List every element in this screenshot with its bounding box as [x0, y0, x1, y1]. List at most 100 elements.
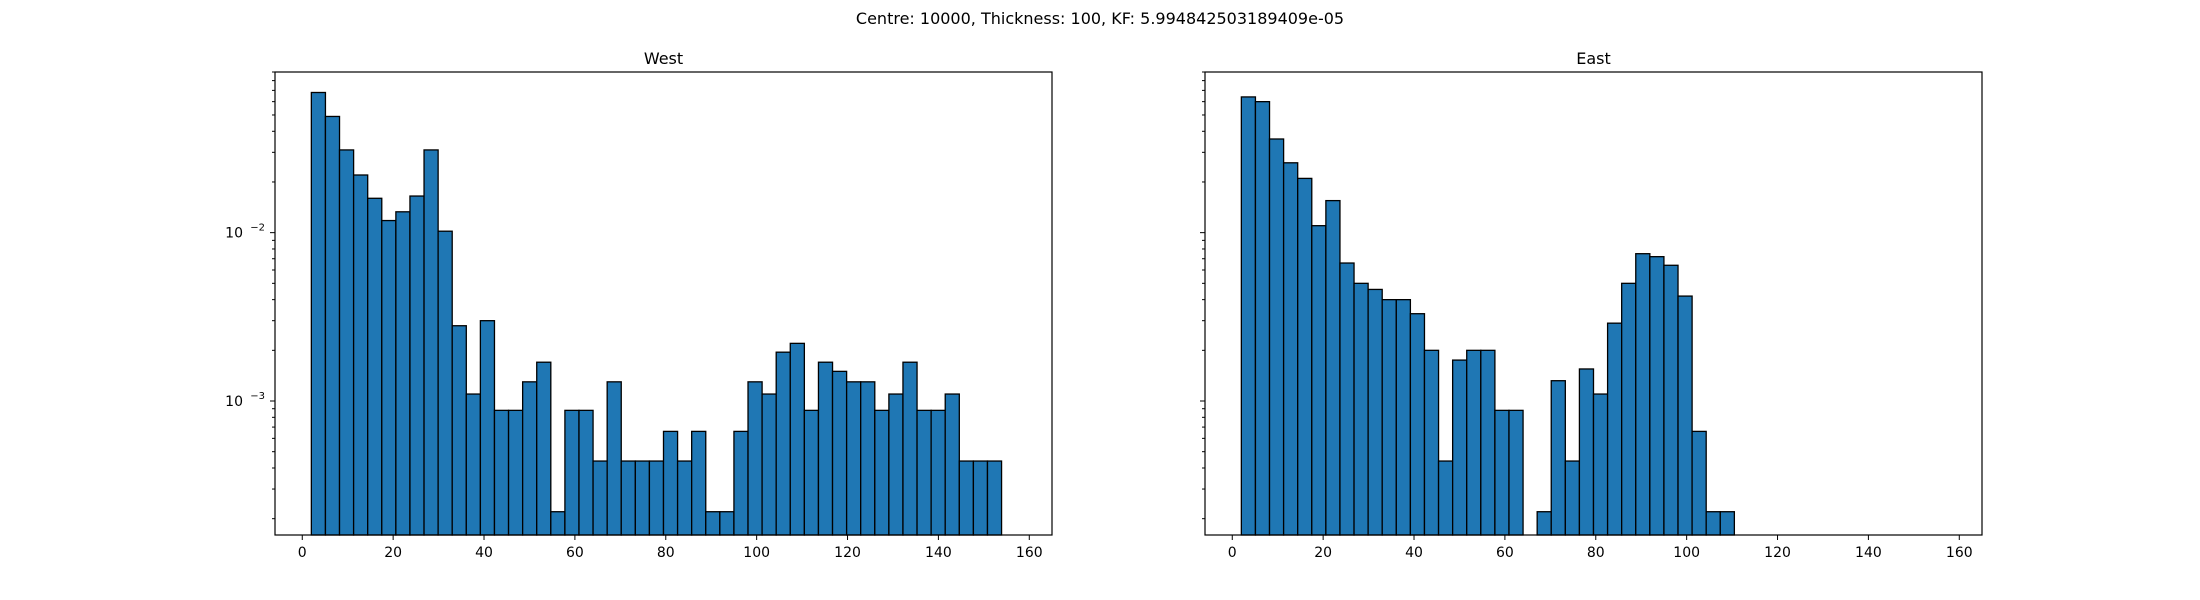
west-bar [662, 430, 679, 536]
east-axes-frame [1204, 71, 1983, 536]
west-bar [986, 460, 1003, 536]
west-y-tick-label: 10 [225, 226, 243, 242]
east-y-axis [1200, 71, 1205, 520]
east-bar [1635, 253, 1651, 536]
west-bar [409, 195, 425, 536]
east-bar [1691, 430, 1707, 536]
east-x-tick-label: 100 [1673, 545, 1700, 561]
east-bar [1466, 349, 1482, 536]
west-bar [521, 381, 538, 536]
east-x-axis: 0 20 40 60 80 100 120 140 160 [1228, 535, 1973, 561]
west-y-axis: 10 −2 10 −3 [225, 71, 275, 520]
east-bar [1437, 460, 1454, 536]
west-y-tick-exponent: −2 [250, 223, 265, 234]
west-bar [958, 460, 975, 536]
east-x-tick-label: 20 [1314, 545, 1332, 561]
east-bar [1353, 282, 1369, 536]
east-bar [1311, 225, 1327, 536]
west-bar [691, 430, 707, 536]
west-bar [620, 460, 636, 536]
west-bar [803, 409, 820, 536]
east-panel-title: East [1576, 49, 1611, 68]
east-bar [1494, 409, 1510, 536]
west-bar [676, 460, 693, 536]
east-bar [1409, 313, 1426, 536]
west-bar [902, 361, 918, 536]
east-x-tick-label: 120 [1764, 545, 1791, 561]
east-x-tick-label: 80 [1587, 545, 1605, 561]
west-x-tick-label: 160 [1016, 545, 1043, 561]
west-x-tick-label: 40 [475, 545, 493, 561]
east-bar [1705, 511, 1721, 536]
west-bar [705, 511, 721, 536]
east-panel: East 0 20 40 60 80 100 120 140 160 [1200, 49, 1983, 561]
east-bar [1240, 96, 1257, 536]
west-bar [719, 511, 735, 536]
west-panel-title: West [644, 49, 683, 68]
east-bar [1677, 295, 1693, 536]
west-bar [648, 460, 665, 536]
east-bars [1240, 96, 1736, 536]
east-bar [1381, 298, 1397, 536]
west-bar [888, 393, 904, 536]
west-bar [507, 409, 524, 536]
west-bar [395, 211, 411, 536]
east-bar [1480, 349, 1496, 536]
east-bar [1564, 460, 1581, 536]
west-axes-frame [274, 71, 1053, 536]
west-bar [817, 361, 834, 536]
west-bar [761, 393, 777, 536]
west-bar [634, 460, 651, 536]
west-bar [972, 460, 989, 536]
west-panel: West 0 20 40 60 80 100 120 140 160 10 −2 10 −3 [225, 49, 1053, 561]
west-x-axis: 0 20 40 60 80 100 120 140 160 [298, 535, 1043, 561]
east-bar [1649, 256, 1665, 536]
west-bar [493, 409, 510, 536]
east-bar [1536, 511, 1552, 536]
east-x-tick-label: 40 [1405, 545, 1423, 561]
west-bar [381, 219, 397, 536]
east-bar [1663, 264, 1679, 536]
east-bar [1325, 199, 1341, 536]
west-y-tick-exponent: −3 [250, 391, 265, 402]
west-x-tick-label: 0 [298, 545, 307, 561]
west-bar [536, 361, 552, 536]
west-bar [324, 115, 341, 536]
west-bar [465, 393, 482, 536]
west-bar [310, 91, 327, 536]
east-x-tick-label: 160 [1946, 545, 1973, 561]
east-bar [1592, 393, 1609, 536]
west-x-tick-label: 140 [925, 545, 952, 561]
east-x-tick-label: 60 [1496, 545, 1514, 561]
west-bar [845, 381, 862, 536]
east-x-tick-label: 0 [1228, 545, 1237, 561]
west-bar [606, 381, 622, 536]
west-x-tick-label: 20 [384, 545, 402, 561]
east-bar [1297, 177, 1313, 536]
east-bar [1606, 322, 1623, 536]
west-bar [338, 149, 355, 536]
west-bar [550, 511, 566, 536]
east-bar [1423, 349, 1440, 536]
east-bar [1719, 511, 1736, 536]
west-y-tick-label: 10 [225, 394, 243, 410]
west-bar [592, 460, 608, 536]
east-bar [1578, 368, 1595, 536]
west-bar [831, 370, 848, 536]
west-bar [423, 149, 439, 536]
west-bar [944, 393, 960, 536]
west-bar [479, 320, 496, 536]
west-bar [775, 351, 791, 536]
west-bar [930, 409, 946, 536]
east-bar [1508, 409, 1524, 536]
west-bar [578, 409, 594, 536]
east-bar [1550, 380, 1566, 536]
west-bar [352, 174, 369, 536]
east-bar [1254, 101, 1271, 536]
west-bar [437, 230, 453, 536]
west-bar [367, 197, 383, 536]
west-bar [564, 409, 580, 536]
east-x-tick-label: 140 [1855, 545, 1882, 561]
east-bar [1339, 262, 1355, 536]
